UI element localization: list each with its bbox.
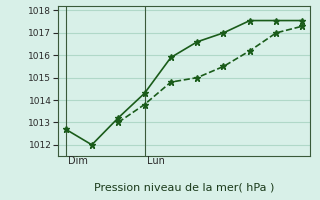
Text: Dim: Dim bbox=[68, 156, 88, 166]
Text: Lun: Lun bbox=[147, 156, 165, 166]
Text: Pression niveau de la mer( hPa ): Pression niveau de la mer( hPa ) bbox=[94, 183, 274, 193]
